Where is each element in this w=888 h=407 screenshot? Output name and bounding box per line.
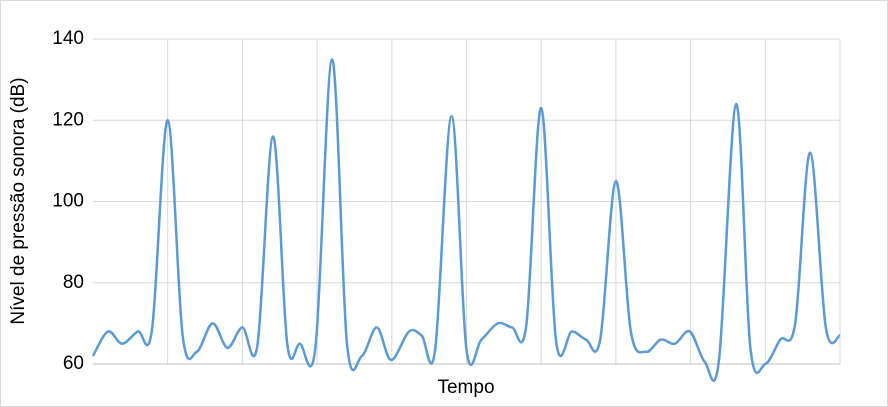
y-tick-label: 60 (63, 353, 84, 374)
y-axis-label: Nível de pressão sonora (dB) (8, 77, 29, 324)
x-axis-label: Tempo (437, 377, 494, 398)
y-tick-label: 140 (52, 28, 84, 49)
y-tick-label: 100 (52, 191, 84, 212)
y-tick-label: 120 (52, 109, 84, 130)
y-tick-label: 80 (63, 272, 84, 293)
data-line (91, 58, 842, 382)
